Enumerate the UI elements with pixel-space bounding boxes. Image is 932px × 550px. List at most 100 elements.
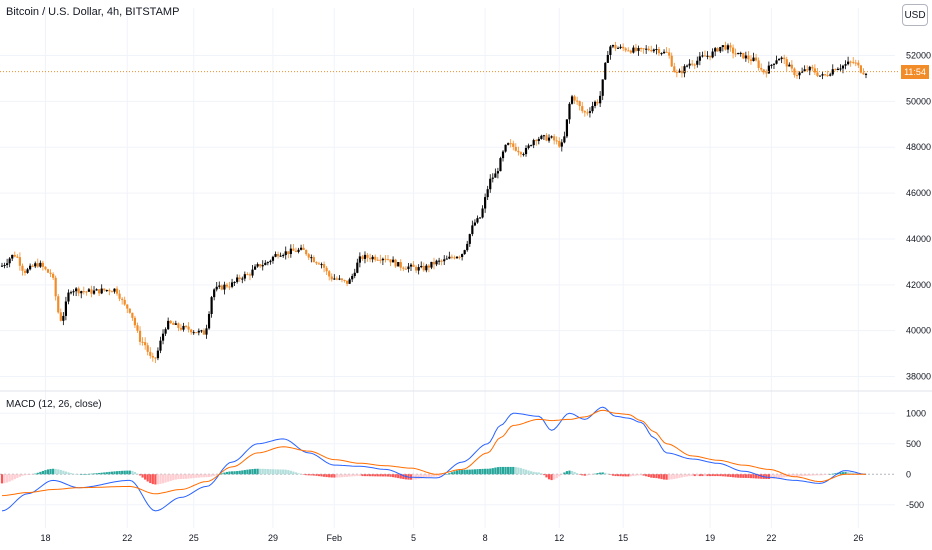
candle-body: [754, 57, 758, 61]
candle-body: [348, 279, 351, 284]
candle-body: [463, 250, 466, 255]
candle-body: [44, 266, 47, 270]
candle-body: [724, 45, 727, 50]
candle-body: [121, 298, 124, 300]
histogram-bar: [213, 474, 216, 476]
candle-body: [248, 274, 252, 276]
candle-body: [790, 64, 793, 69]
candle-body: [182, 325, 185, 330]
histogram-bar: [302, 474, 305, 475]
histogram-bar: [578, 474, 581, 475]
candle-body: [21, 265, 24, 271]
candle-body: [315, 262, 318, 264]
histogram-bar: [397, 474, 400, 479]
candle-body: [839, 68, 842, 70]
last-price-tag: 11:54: [901, 64, 929, 79]
time-tick-label: 25: [189, 533, 199, 543]
histogram-bar: [793, 474, 796, 477]
histogram-bar: [604, 472, 607, 475]
candle-body: [187, 326, 190, 330]
histogram-bar: [110, 471, 114, 475]
histogram-bar: [696, 474, 699, 477]
histogram-bar: [345, 474, 349, 477]
price-tick-label: 52000: [906, 51, 931, 61]
candle-body: [266, 262, 269, 264]
candle-body: [123, 299, 126, 305]
histogram-bar: [100, 472, 103, 475]
price-tick-label: 50000: [906, 96, 931, 106]
histogram-bar: [767, 474, 770, 480]
candle-body: [374, 256, 377, 260]
histogram-bar: [639, 474, 643, 476]
candle-body: [77, 288, 80, 294]
candle-body: [744, 55, 747, 59]
candle-body: [430, 261, 433, 268]
histogram-bar: [496, 467, 500, 475]
histogram-bar: [813, 474, 816, 476]
candle-body: [197, 330, 200, 333]
currency-button[interactable]: USD: [902, 4, 928, 26]
histogram-bar: [220, 473, 223, 475]
candle-body: [445, 258, 448, 260]
candle-body: [576, 100, 579, 102]
histogram-bar: [790, 474, 793, 477]
histogram-bar: [673, 474, 676, 479]
candle-body: [489, 178, 492, 190]
candle-body: [287, 251, 290, 254]
candle-body: [279, 255, 282, 257]
histogram-bar: [210, 474, 213, 477]
histogram-bar: [629, 474, 632, 477]
histogram-bar: [394, 474, 397, 478]
candle-body: [133, 317, 137, 326]
histogram-bar: [34, 473, 37, 475]
histogram-bar: [389, 474, 392, 477]
candle-body: [450, 256, 453, 258]
histogram-bar: [310, 474, 313, 476]
histogram-bar: [645, 474, 648, 477]
candle-body: [448, 256, 451, 259]
candle-body: [52, 273, 55, 278]
histogram-bar: [113, 471, 116, 475]
histogram-bar: [703, 474, 707, 477]
candle-body: [826, 74, 829, 76]
histogram-bar: [509, 466, 512, 475]
candle-body: [190, 329, 193, 333]
candle-body: [614, 45, 617, 49]
candle-body: [82, 291, 85, 293]
time-tick-label: 19: [705, 533, 715, 543]
histogram-bar: [384, 474, 387, 477]
histogram-bar: [29, 474, 32, 475]
histogram-bar: [75, 474, 78, 475]
histogram-bar: [197, 474, 200, 478]
candle-body: [220, 285, 223, 290]
histogram-bar: [236, 471, 239, 475]
histogram-bar: [253, 468, 257, 475]
candle-body: [351, 276, 354, 280]
candle-body: [588, 111, 592, 113]
candle-body: [59, 312, 62, 321]
histogram-bar: [662, 474, 666, 480]
candle-body: [555, 140, 558, 142]
candle-body: [604, 62, 607, 80]
histogram-bar: [105, 472, 108, 475]
candle-body: [770, 64, 773, 66]
candle-body: [795, 75, 799, 77]
time-tick-label: 22: [122, 533, 132, 543]
histogram-bar: [749, 474, 753, 479]
histogram-bar: [484, 468, 487, 475]
candle-body: [481, 208, 484, 218]
candle-body: [532, 140, 535, 146]
candle-body: [854, 62, 857, 64]
histogram-bar: [491, 468, 494, 475]
candle-body: [141, 341, 144, 343]
candle-body: [269, 260, 272, 263]
candle-body: [330, 276, 333, 280]
histogram-bar: [450, 472, 453, 475]
histogram-bar: [489, 468, 492, 475]
candle-body: [115, 288, 119, 294]
candle-body: [92, 290, 96, 294]
candle-body: [639, 48, 643, 50]
candle-body: [703, 55, 707, 57]
histogram-bar: [49, 468, 52, 475]
